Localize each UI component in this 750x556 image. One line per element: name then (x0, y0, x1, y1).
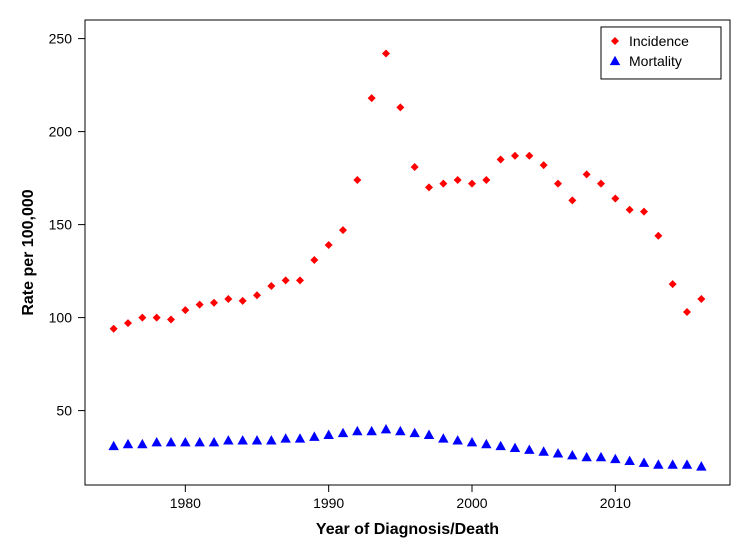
x-tick-label: 1980 (170, 495, 201, 511)
y-axis-label: Rate per 100,000 (20, 189, 37, 315)
legend-label: Incidence (629, 33, 689, 49)
x-tick-label: 2010 (600, 495, 631, 511)
legend: Incidence Mortality (601, 27, 721, 79)
x-tick-label: 1990 (313, 495, 344, 511)
x-tick-label: 2000 (456, 495, 487, 511)
legend-label: Mortality (629, 53, 682, 69)
chart-container: 1980 1990 2000 2010 Year of Diagnosis/Death 5… (0, 0, 750, 556)
chart-svg: 1980 1990 2000 2010 Year of Diagnosis/Death 5… (0, 0, 750, 556)
y-tick-label: 100 (49, 310, 73, 326)
y-tick-label: 250 (49, 31, 73, 47)
y-tick-label: 200 (49, 124, 73, 140)
y-tick-label: 50 (56, 403, 72, 419)
y-tick-label: 150 (49, 217, 73, 233)
x-axis-label: Year of Diagnosis/Death (316, 521, 499, 538)
